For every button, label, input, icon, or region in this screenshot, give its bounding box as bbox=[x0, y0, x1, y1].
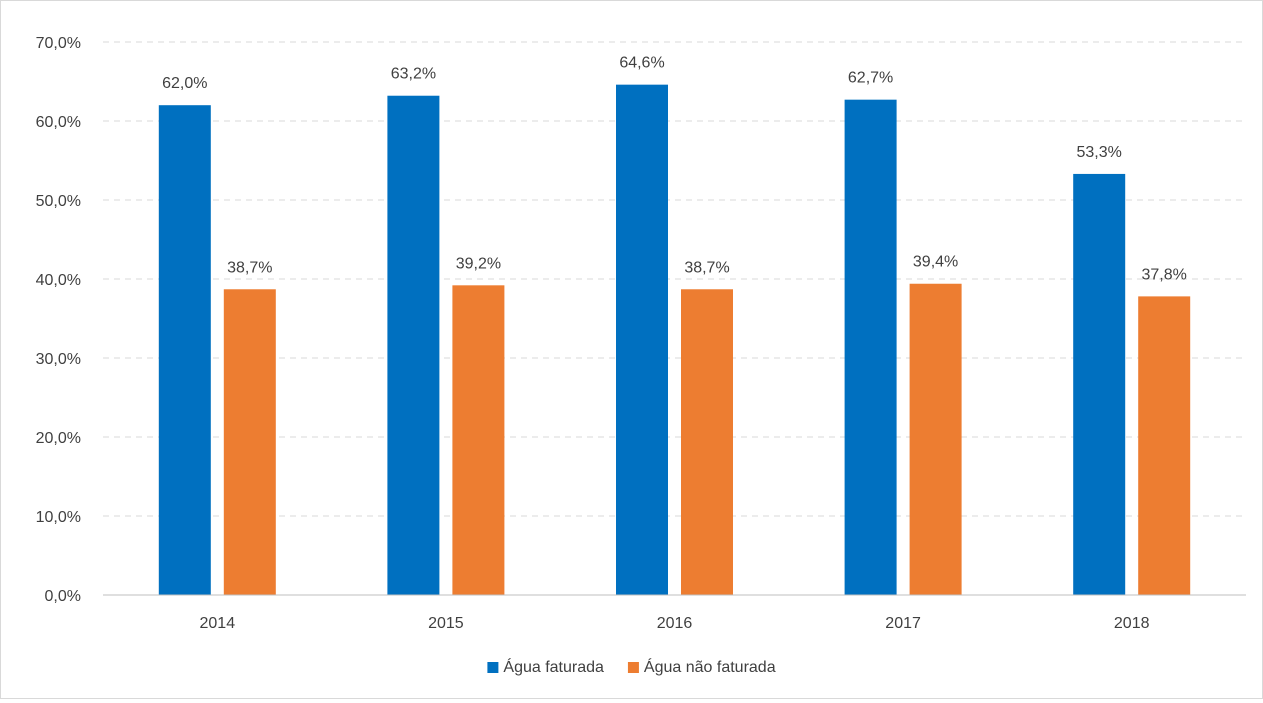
data-label: 53,3% bbox=[1077, 144, 1122, 161]
y-tick-label: 20,0% bbox=[36, 430, 81, 447]
bar bbox=[1073, 173, 1126, 595]
bar bbox=[909, 283, 962, 595]
legend-item: Água faturada bbox=[487, 657, 604, 676]
y-tick-label: 70,0% bbox=[36, 35, 81, 52]
data-labels: 62,0% 38,7% 63,2% 39,2% 64,6% 38,7% 62,7% 39,4%… bbox=[162, 55, 1187, 284]
y-tick-label: 50,0% bbox=[36, 193, 81, 210]
gridlines bbox=[103, 41, 1246, 517]
bar bbox=[387, 95, 440, 595]
data-label: 62,7% bbox=[848, 70, 893, 87]
bar bbox=[452, 285, 505, 595]
legend-label: Água faturada bbox=[503, 657, 604, 676]
bar bbox=[158, 105, 211, 595]
bar bbox=[616, 84, 668, 595]
y-tick-label: 40,0% bbox=[36, 272, 81, 289]
data-label: 64,6% bbox=[619, 55, 664, 72]
x-tick-label: 2016 bbox=[657, 615, 693, 632]
data-label: 38,7% bbox=[684, 259, 729, 276]
bars bbox=[158, 84, 1191, 596]
legend-swatch bbox=[487, 662, 499, 673]
legend-label: Água não faturada bbox=[644, 657, 776, 676]
data-label: 39,2% bbox=[456, 255, 501, 272]
y-axis-tick-labels: 0,0% 10,0% 20,0% 30,0% 40,0% 50,0% 60,0% 70,0% bbox=[36, 35, 81, 605]
data-label: 39,4% bbox=[913, 254, 958, 271]
y-tick-label: 30,0% bbox=[36, 351, 81, 368]
y-tick-label: 60,0% bbox=[36, 114, 81, 131]
bar bbox=[844, 99, 897, 596]
legend-item: Água não faturada bbox=[627, 657, 776, 676]
y-tick-label: 10,0% bbox=[36, 509, 81, 526]
data-label: 63,2% bbox=[391, 66, 436, 83]
x-tick-label: 2014 bbox=[200, 615, 236, 632]
data-label: 62,0% bbox=[162, 75, 207, 92]
x-tick-label: 2015 bbox=[428, 615, 464, 632]
bar bbox=[681, 289, 733, 595]
legend: Água faturada Água não faturada bbox=[487, 657, 776, 676]
legend-swatch bbox=[627, 662, 639, 673]
data-label: 37,8% bbox=[1142, 266, 1187, 283]
bar bbox=[1138, 296, 1191, 595]
x-tick-label: 2017 bbox=[885, 615, 921, 632]
x-tick-label: 2018 bbox=[1114, 615, 1150, 632]
x-axis-tick-labels: 2014 2015 2016 2017 2018 bbox=[200, 615, 1150, 632]
y-tick-label: 0,0% bbox=[45, 588, 81, 605]
bar bbox=[223, 289, 276, 595]
data-label: 38,7% bbox=[227, 259, 272, 276]
